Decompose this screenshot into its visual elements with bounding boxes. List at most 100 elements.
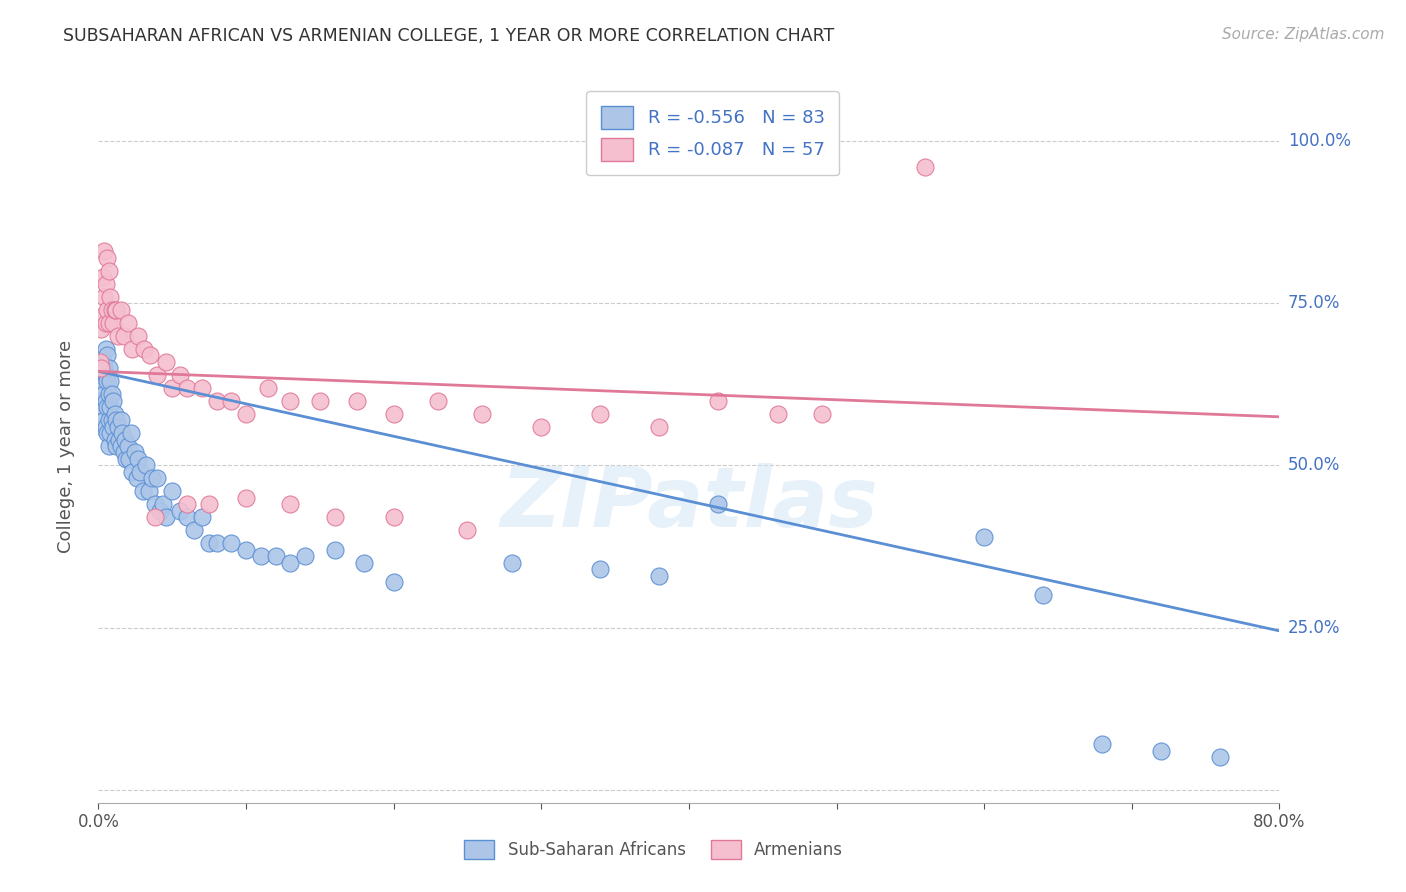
Point: [457, 524, 479, 538]
Point: [118, 452, 141, 467]
Point: [127, 452, 149, 467]
Point: [427, 393, 450, 408]
Point: [235, 542, 257, 557]
Point: [104, 433, 127, 447]
Point: [973, 530, 995, 544]
Point: [205, 536, 228, 550]
Point: [257, 381, 280, 395]
Point: [139, 348, 162, 362]
Point: [115, 452, 138, 467]
Point: [191, 510, 214, 524]
Point: [198, 497, 221, 511]
Point: [96, 425, 118, 440]
Point: [108, 433, 131, 447]
Point: [134, 342, 156, 356]
Text: ZIPatlas: ZIPatlas: [501, 463, 877, 543]
Point: [176, 381, 198, 395]
Point: [90, 393, 112, 408]
Point: [90, 368, 112, 382]
Point: [94, 419, 117, 434]
Point: [97, 361, 120, 376]
Point: [103, 419, 125, 434]
Point: [221, 536, 243, 550]
Point: [91, 419, 114, 434]
Point: [94, 277, 117, 291]
Point: [294, 549, 316, 564]
Point: [169, 368, 191, 382]
Point: [152, 497, 174, 511]
Point: [128, 465, 150, 479]
Point: [91, 310, 114, 324]
Point: [98, 374, 121, 388]
Point: [110, 439, 132, 453]
Text: SUBSAHARAN AFRICAN VS ARMENIAN COLLEGE, 1 YEAR OR MORE CORRELATION CHART: SUBSAHARAN AFRICAN VS ARMENIAN COLLEGE, …: [63, 27, 835, 45]
Point: [155, 354, 177, 368]
Point: [94, 393, 117, 408]
Text: 50.0%: 50.0%: [1288, 457, 1340, 475]
Point: [103, 316, 125, 330]
Point: [121, 465, 143, 479]
Point: [264, 549, 287, 564]
Point: [96, 348, 118, 362]
Point: [97, 413, 120, 427]
Point: [104, 407, 127, 421]
Point: [94, 316, 117, 330]
Point: [100, 413, 122, 427]
Point: [93, 387, 115, 401]
Point: [280, 393, 302, 408]
Point: [97, 264, 120, 278]
Point: [97, 387, 120, 401]
Point: [143, 510, 166, 524]
Point: [235, 407, 257, 421]
Point: [169, 504, 191, 518]
Point: [810, 407, 832, 421]
Point: [707, 497, 730, 511]
Point: [91, 400, 114, 414]
Text: 75.0%: 75.0%: [1288, 294, 1340, 312]
Point: [250, 549, 273, 564]
Point: [648, 419, 671, 434]
Point: [121, 342, 143, 356]
Point: [155, 510, 177, 524]
Point: [323, 510, 346, 524]
Point: [98, 290, 121, 304]
Point: [124, 445, 146, 459]
Point: [280, 497, 302, 511]
Point: [96, 251, 118, 265]
Point: [648, 568, 671, 582]
Point: [98, 400, 121, 414]
Point: [105, 439, 128, 453]
Y-axis label: College, 1 year or more: College, 1 year or more: [56, 340, 75, 552]
Point: [132, 484, 155, 499]
Point: [146, 368, 169, 382]
Text: Source: ZipAtlas.com: Source: ZipAtlas.com: [1222, 27, 1385, 42]
Point: [353, 556, 375, 570]
Point: [93, 413, 115, 427]
Point: [766, 407, 789, 421]
Point: [530, 419, 553, 434]
Point: [138, 484, 160, 499]
Point: [98, 425, 121, 440]
Point: [96, 374, 118, 388]
Point: [110, 413, 132, 427]
Point: [104, 302, 127, 317]
Point: [110, 302, 132, 317]
Point: [382, 407, 405, 421]
Point: [589, 562, 612, 576]
Point: [97, 439, 120, 453]
Point: [100, 302, 122, 317]
Point: [382, 575, 405, 590]
Point: [96, 400, 118, 414]
Point: [94, 342, 117, 356]
Point: [183, 524, 205, 538]
Point: [127, 328, 149, 343]
Point: [589, 407, 612, 421]
Point: [112, 328, 135, 343]
Point: [114, 433, 136, 447]
Point: [280, 556, 302, 570]
Point: [91, 270, 114, 285]
Point: [1091, 738, 1114, 752]
Point: [107, 328, 129, 343]
Point: [111, 425, 134, 440]
Point: [1150, 744, 1173, 758]
